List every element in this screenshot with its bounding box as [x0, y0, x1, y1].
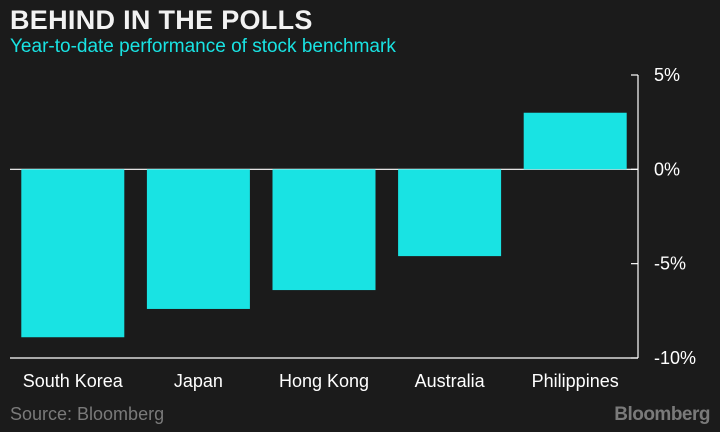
x-tick-label: South Korea: [23, 371, 124, 391]
bar-australia: [398, 169, 502, 257]
x-tick-label: Japan: [174, 371, 223, 391]
bar-chart: 5% 0% -5% -10% South Korea Japan Hong Kong Aust…: [10, 65, 696, 391]
bar-philippines: [523, 112, 627, 170]
source-note: Source: Bloomberg: [10, 404, 165, 424]
bar-hong-kong: [272, 169, 376, 291]
x-tick-label: Hong Kong: [279, 371, 369, 391]
y-tick-label: 0%: [654, 159, 680, 179]
x-tick-label: Philippines: [532, 371, 619, 391]
y-tick-label: -5%: [654, 254, 686, 274]
chart-title: BEHIND IN THE POLLS: [10, 5, 313, 35]
x-tick-label: Australia: [415, 371, 486, 391]
bloomberg-logo: Bloomberg: [614, 404, 710, 425]
y-tick-label: -10%: [654, 348, 696, 368]
bar-japan: [146, 169, 250, 309]
bar-south-korea: [21, 169, 125, 338]
y-tick-label: 5%: [654, 65, 680, 85]
chart-subtitle: Year-to-date performance of stock benchm…: [10, 36, 396, 57]
